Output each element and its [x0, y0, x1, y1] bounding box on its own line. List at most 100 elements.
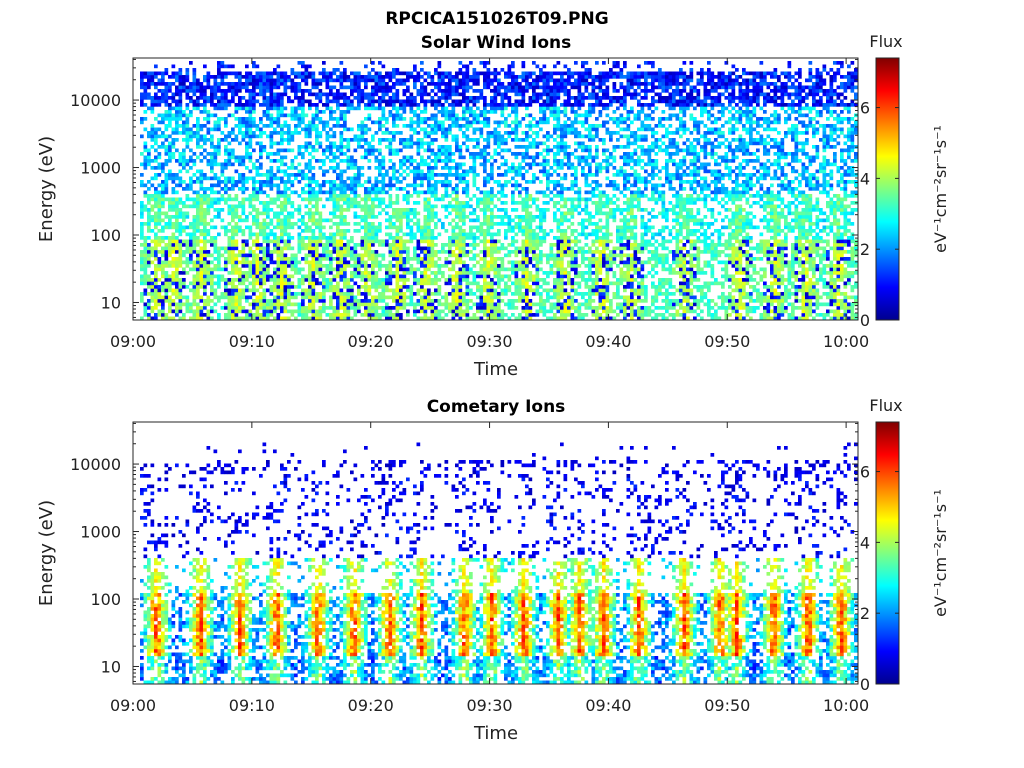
heatmap-cell	[315, 253, 319, 258]
heatmap-cell	[234, 264, 239, 268]
heatmap-cell	[266, 183, 270, 188]
heatmap-cell	[255, 246, 260, 251]
heatmap-cell	[413, 173, 417, 177]
heatmap-cell	[332, 313, 337, 317]
heatmap-cell	[318, 222, 323, 226]
heatmap-cell	[234, 225, 239, 230]
heatmap-cell	[213, 201, 218, 205]
heatmap-cell	[311, 113, 316, 118]
heatmap-cell	[171, 288, 176, 293]
heatmap-cell	[241, 309, 246, 314]
heatmap-cell	[367, 271, 372, 275]
heatmap-cell	[346, 96, 351, 100]
heatmap-cell	[479, 239, 484, 244]
heatmap-cell	[203, 194, 207, 198]
heatmap-cell	[273, 306, 277, 310]
heatmap-cell	[430, 78, 435, 83]
heatmap-cell	[164, 159, 169, 163]
heatmap-cell	[367, 197, 372, 202]
heatmap-cell	[147, 197, 151, 202]
heatmap-cell	[346, 155, 351, 160]
heatmap-cell	[462, 96, 466, 100]
heatmap-cell	[374, 92, 379, 97]
heatmap-cell	[150, 110, 155, 114]
heatmap-cell	[164, 271, 169, 275]
heatmap-cell	[441, 120, 445, 125]
heatmap-cell	[378, 225, 382, 230]
heatmap-cell	[231, 260, 235, 265]
heatmap-cell	[479, 222, 484, 226]
heatmap-cell	[150, 295, 155, 300]
heatmap-cell	[283, 194, 288, 198]
heatmap-cell	[483, 257, 487, 261]
heatmap-cell	[297, 232, 302, 237]
heatmap-cell	[140, 78, 144, 83]
heatmap-cell	[336, 285, 340, 289]
heatmap-cell	[259, 281, 263, 286]
heatmap-cell	[339, 103, 344, 107]
heatmap-cell	[388, 141, 393, 146]
heatmap-cell	[357, 271, 361, 275]
heatmap-cell	[168, 253, 172, 258]
heatmap-cell	[444, 162, 449, 167]
heatmap-cell	[493, 267, 498, 272]
heatmap-cell	[346, 302, 351, 307]
heatmap-cell	[315, 204, 319, 209]
heatmap-cell	[280, 278, 284, 282]
heatmap-cell	[469, 197, 473, 202]
heatmap-cell	[224, 148, 228, 153]
heatmap-cell	[157, 215, 162, 219]
heatmap-cell	[423, 253, 428, 258]
heatmap-cell	[462, 99, 466, 104]
heatmap-cell	[420, 288, 424, 293]
heatmap-cell	[360, 197, 365, 202]
heatmap-cell	[371, 211, 375, 216]
heatmap-cell	[196, 120, 200, 125]
heatmap-cell	[374, 285, 379, 289]
heatmap-cell	[458, 176, 463, 181]
heatmap-cell	[332, 71, 337, 76]
heatmap-cell	[297, 236, 302, 240]
heatmap-cell	[203, 225, 207, 230]
heatmap-cell	[458, 82, 463, 86]
heatmap-cell	[395, 292, 400, 296]
heatmap-cell	[140, 204, 144, 209]
heatmap-cell	[189, 257, 193, 261]
heatmap-cell	[269, 197, 274, 202]
heatmap-cell	[196, 302, 200, 307]
heatmap-cell	[434, 288, 438, 293]
heatmap-cell	[276, 204, 281, 209]
heatmap-cell	[290, 201, 295, 205]
heatmap-cell	[430, 96, 435, 100]
heatmap-cell	[451, 187, 456, 191]
heatmap-cell	[371, 204, 375, 209]
heatmap-cell	[395, 68, 400, 72]
heatmap-cell	[329, 271, 333, 275]
heatmap-cell	[329, 211, 333, 216]
heatmap-cell	[392, 239, 396, 244]
heatmap-cell	[262, 229, 267, 233]
heatmap-cell	[210, 134, 214, 139]
heatmap-cell	[378, 285, 382, 289]
heatmap-cell	[430, 148, 435, 153]
heatmap-cell	[448, 96, 452, 100]
heatmap-cell	[497, 309, 501, 314]
heatmap-cell	[322, 288, 326, 293]
heatmap-cell	[238, 75, 242, 79]
heatmap-cell	[248, 176, 253, 181]
heatmap-cell	[434, 117, 438, 121]
heatmap-cell	[185, 127, 190, 132]
heatmap-cell	[255, 197, 260, 202]
heatmap-cell	[469, 155, 473, 160]
heatmap-cell	[269, 218, 274, 223]
heatmap-cell	[402, 239, 407, 244]
heatmap-cell	[231, 215, 235, 219]
heatmap-cell	[420, 295, 424, 300]
heatmap-cell	[413, 246, 417, 251]
heatmap-cell	[493, 204, 498, 209]
heatmap-cell	[304, 89, 309, 93]
heatmap-cell	[392, 215, 396, 219]
heatmap-cell	[318, 96, 323, 100]
heatmap-cell	[434, 71, 438, 76]
heatmap-cell	[483, 246, 487, 251]
